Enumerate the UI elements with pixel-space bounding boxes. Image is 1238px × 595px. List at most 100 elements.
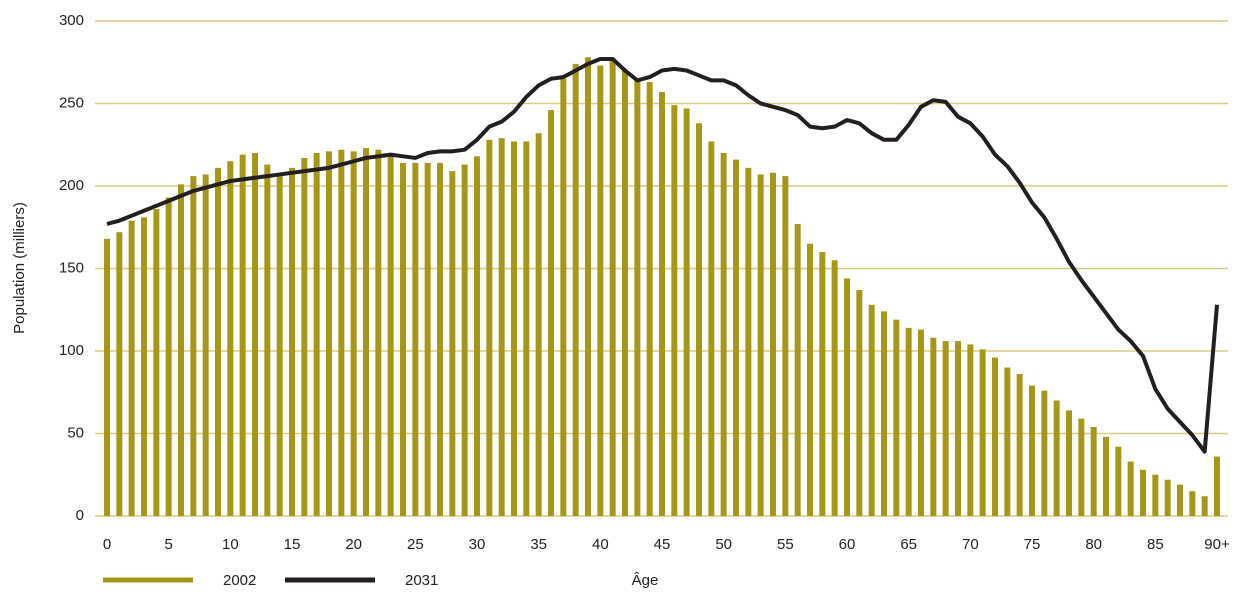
bar (585, 57, 591, 517)
bar (498, 138, 505, 516)
x-tick-label: 35 (530, 536, 547, 553)
bar (646, 82, 653, 517)
x-tick-label: 10 (222, 536, 239, 553)
bar (807, 243, 813, 516)
bar (1004, 367, 1011, 516)
bar (979, 349, 986, 516)
x-tick-label: 55 (777, 536, 794, 553)
bar (437, 162, 443, 516)
bar (313, 153, 320, 516)
x-tick-label: 40 (592, 536, 609, 553)
y-tick-label: 250 (59, 94, 84, 111)
bar (523, 141, 530, 516)
bar (560, 78, 567, 516)
bar (622, 70, 628, 516)
bar (1016, 374, 1023, 516)
bar (1177, 484, 1183, 516)
bar (202, 174, 209, 516)
bar (942, 341, 949, 516)
x-tick-label: 15 (284, 536, 301, 553)
y-tick-label: 150 (59, 259, 84, 276)
bar (609, 58, 616, 516)
bar (387, 154, 394, 516)
bar (1053, 400, 1060, 516)
x-tick-label: 80 (1085, 536, 1102, 553)
x-tick-label: 70 (962, 536, 979, 553)
y-tick-label: 100 (59, 342, 84, 359)
x-tick-label: 75 (1024, 536, 1041, 553)
bar (1090, 426, 1097, 516)
bar (893, 319, 900, 516)
bar (745, 167, 752, 516)
bar (634, 80, 641, 517)
x-tick-label: 60 (839, 536, 856, 553)
bar (141, 217, 147, 516)
bar (289, 167, 295, 516)
legend-label: 2031 (405, 572, 438, 589)
bar (1140, 469, 1146, 516)
bar (350, 151, 357, 516)
bar (412, 162, 419, 516)
bar (326, 151, 332, 516)
bar (696, 123, 702, 517)
bar (683, 108, 690, 516)
bar (967, 344, 974, 516)
bar (338, 149, 345, 516)
bar (449, 171, 456, 516)
bar (1041, 390, 1048, 516)
bar (1201, 496, 1208, 516)
bar (301, 157, 308, 516)
y-tick-label: 0 (76, 507, 84, 524)
bar (276, 176, 283, 516)
bar (1189, 491, 1196, 516)
x-tick-label: 85 (1147, 536, 1164, 553)
x-tick-label: 5 (164, 536, 172, 553)
bar (1152, 474, 1159, 516)
x-tick-label: 25 (407, 536, 424, 553)
bar (227, 161, 234, 516)
bar (239, 154, 246, 516)
bar (720, 153, 727, 516)
bar (153, 209, 160, 516)
x-tick-label: 50 (715, 536, 732, 553)
bar (375, 149, 382, 516)
bar (881, 311, 887, 516)
bar (782, 176, 789, 516)
y-tick-label: 300 (59, 12, 84, 29)
x-tick-label: 20 (345, 536, 362, 553)
bar (955, 341, 961, 516)
y-axis-label: Population (milliers) (11, 202, 28, 334)
bar (1066, 410, 1072, 516)
bar (597, 65, 604, 517)
bar (905, 327, 912, 516)
bar (733, 159, 739, 516)
legend-label: 2002 (223, 572, 256, 589)
bar (930, 337, 937, 516)
bar (116, 232, 123, 516)
x-tick-label: 30 (469, 536, 486, 553)
x-axis-label: Âge (632, 572, 659, 589)
bar (215, 167, 221, 516)
bar (659, 91, 665, 516)
bar (548, 110, 554, 516)
x-tick-label: 65 (900, 536, 917, 553)
bar (856, 289, 863, 516)
y-tick-label: 50 (67, 424, 84, 441)
bar (128, 220, 135, 516)
bar (1078, 418, 1085, 516)
bar (1103, 436, 1109, 516)
bar (819, 252, 826, 516)
x-tick-label: 45 (654, 536, 671, 553)
bar (511, 141, 517, 516)
bar (708, 141, 715, 516)
bar (264, 164, 271, 517)
bar (400, 162, 406, 516)
bar (424, 162, 431, 516)
x-tick-label: 90+ (1204, 536, 1230, 553)
bar (1127, 461, 1134, 516)
bar (363, 148, 369, 517)
bar (190, 176, 197, 516)
bar (252, 153, 258, 516)
bar (757, 174, 764, 516)
